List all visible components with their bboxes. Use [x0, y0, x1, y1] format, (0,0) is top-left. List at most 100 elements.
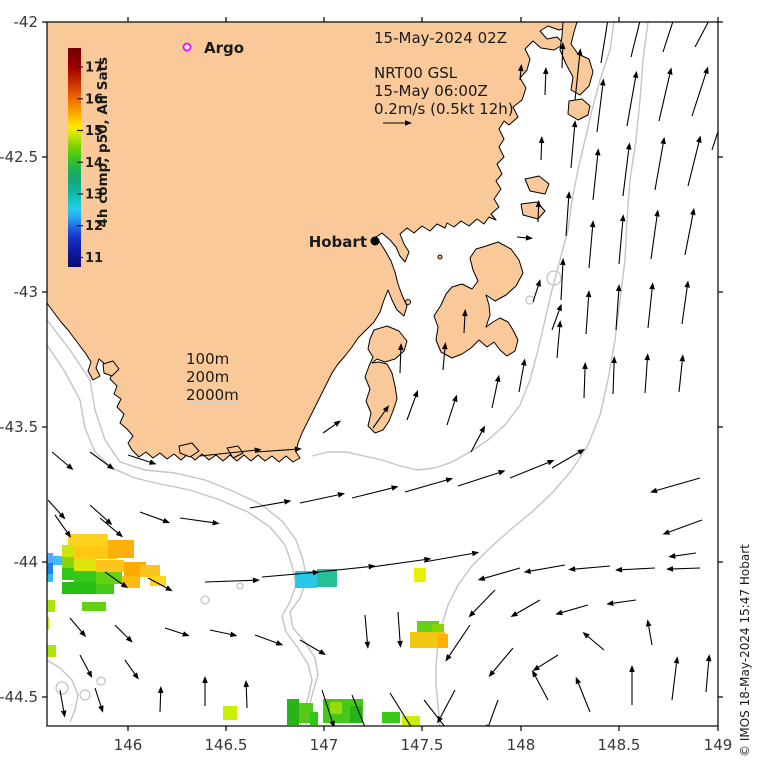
arrow-shaft: [630, 22, 641, 58]
arrow-shaft: [457, 472, 500, 487]
x-axis-tick-label: 148: [507, 736, 536, 754]
arrow-head: [517, 64, 524, 72]
arrow-shaft: [389, 692, 412, 726]
arrow-shaft: [672, 567, 701, 570]
arrow-shaft: [199, 449, 255, 457]
arrow-shaft: [351, 487, 392, 499]
arrow-shaft: [544, 73, 547, 96]
arrow-head: [98, 705, 104, 713]
arrow-head: [471, 550, 480, 557]
arrow-shaft: [583, 368, 586, 399]
sst-patch: [96, 584, 114, 594]
arrow-shaft: [565, 198, 570, 237]
arrow-head: [650, 487, 658, 494]
arrow-shaft: [54, 514, 68, 533]
arrow-shaft: [492, 647, 514, 673]
arrow-shaft: [51, 451, 69, 466]
arrow-shaft: [626, 77, 637, 127]
arrow-shaft: [612, 362, 615, 395]
colorbar-ticks: 17 16 15 14 13 12 11: [77, 61, 103, 266]
arrow-head: [60, 710, 67, 718]
arrow-shaft: [124, 659, 136, 675]
y-axis-tick-label: -42.5: [0, 148, 38, 166]
arrow-head: [611, 356, 617, 364]
arrow-head: [79, 629, 87, 638]
arrow-head: [675, 1, 680, 9]
colorbar-tick-label: 13: [85, 188, 103, 203]
x-axis-tick-label: 149: [704, 736, 733, 754]
arrow-head: [525, 234, 533, 241]
sst-patch: [47, 600, 55, 612]
arrow-shaft: [69, 617, 82, 633]
arrow-head: [576, 48, 583, 56]
sst-patch: [410, 632, 445, 648]
arrow-shaft: [662, 22, 674, 53]
sst-patch: [299, 703, 313, 723]
axes-layer: 146 146.5 147 147.5 148 148.5 149 -42 -42.5 -43 -4…: [0, 13, 732, 754]
arrow-shaft: [484, 567, 521, 579]
arrow-head: [120, 581, 128, 589]
arrow-shaft: [249, 501, 285, 509]
sst-colorbar: 17 16 15 14 13 12 11 4h comp, p50, All Sats: [68, 48, 111, 267]
arrow-head: [398, 343, 404, 351]
arrow-shaft: [127, 454, 151, 463]
islet: [437, 254, 443, 260]
depth-contour-loop: [79, 689, 91, 701]
arrow-head: [447, 731, 454, 738]
sst-patch: [310, 712, 318, 725]
sst-patch: [287, 699, 299, 725]
y-axis-tick-label: -44.5: [0, 688, 38, 706]
depth-contour: [47, 344, 313, 726]
arrow-shaft: [587, 636, 605, 651]
arrow-head: [619, 214, 626, 222]
colorbar-label: 4h comp, p50, All Sats: [95, 57, 111, 228]
arrow-head: [294, 446, 302, 453]
colorbar-tick-label: 15: [85, 124, 103, 139]
colorbar-tick-label: 11: [85, 251, 103, 266]
arrow-shaft: [592, 155, 599, 201]
arrow-shaft: [516, 599, 541, 614]
arrow-head: [488, 669, 496, 678]
arrow-head: [318, 649, 326, 655]
arrow-head: [542, 67, 549, 75]
arrow-shaft: [59, 689, 65, 711]
arrow-head: [202, 676, 208, 683]
sst-patch: [62, 545, 74, 557]
arrow-head: [520, 358, 527, 366]
arrow-head: [556, 303, 562, 312]
arrow-shaft: [159, 692, 162, 713]
arrow-shaft: [397, 611, 401, 641]
y-axis-tick-label: -42: [14, 13, 39, 31]
arrow-head: [629, 665, 635, 672]
y-axis-tick-label: -44: [14, 553, 39, 571]
arrow-shaft: [532, 285, 539, 303]
arrow-shaft: [613, 599, 637, 604]
depth-contour: [47, 319, 319, 726]
arrow-shaft: [574, 55, 581, 101]
arrow-head: [662, 529, 671, 535]
arrow-shaft: [622, 149, 630, 197]
arrow-head: [409, 726, 415, 733]
arrow-shaft: [488, 699, 499, 726]
current-vector-arrows: [47, 1, 718, 738]
arrow-shaft: [561, 48, 564, 69]
arrow-head: [252, 577, 260, 584]
argo-legend-label: Argo: [204, 39, 244, 57]
sst-patch: [108, 540, 134, 558]
arrow-head: [645, 619, 652, 627]
tasman-peninsula: [433, 241, 524, 359]
sst-patch: [62, 582, 96, 594]
arrow-shaft: [114, 624, 129, 639]
arrow-shaft: [596, 85, 604, 133]
arrow-head: [405, 120, 412, 126]
arrow-head: [452, 394, 458, 403]
sst-patch: [317, 569, 337, 587]
arrow-head: [679, 354, 686, 362]
arrow-shaft: [322, 423, 336, 434]
arrow-head: [397, 640, 403, 648]
arrow-head: [105, 518, 113, 526]
arrow-shaft: [675, 552, 697, 557]
arrow-head: [391, 485, 399, 491]
arrow-head: [538, 136, 545, 144]
